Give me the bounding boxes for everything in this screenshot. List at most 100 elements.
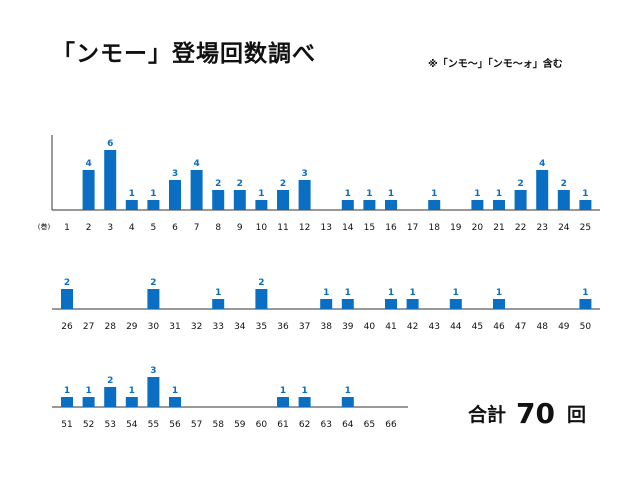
- x-tick-label: 1: [64, 223, 70, 233]
- x-tick-label: 30: [148, 322, 160, 332]
- data-label: 1: [388, 288, 394, 298]
- bar: [277, 397, 289, 407]
- x-tick-label: 38: [320, 322, 332, 332]
- x-tick-label: 53: [104, 420, 115, 430]
- x-tick-label: 9: [237, 223, 243, 233]
- chart-note: ※「ンモ〜」「ンモ〜ォ」含む: [428, 59, 563, 70]
- x-tick-label: 48: [536, 322, 548, 332]
- x-tick-label: 34: [234, 322, 246, 332]
- data-label: 1: [366, 189, 372, 199]
- x-tick-label: 26: [61, 322, 73, 332]
- x-tick-label: 42: [407, 322, 418, 332]
- data-label: 1: [64, 386, 70, 396]
- x-tick-label: 54: [126, 420, 138, 430]
- data-label: 4: [85, 159, 91, 169]
- x-tick-label: 7: [194, 223, 200, 233]
- total-label: 合計: [468, 404, 507, 426]
- bar: [514, 190, 527, 210]
- x-tick-label: 51: [61, 420, 72, 430]
- x-tick-label: 36: [277, 322, 289, 332]
- bar: [385, 200, 397, 210]
- bar: [493, 200, 505, 210]
- x-tick-label: 29: [126, 322, 138, 332]
- x-tick-label: 24: [558, 223, 570, 233]
- bar: [557, 190, 570, 210]
- data-label: 1: [496, 288, 502, 298]
- bar: [341, 299, 354, 309]
- x-tick-label: 47: [515, 322, 526, 332]
- data-label: 1: [582, 189, 588, 199]
- x-tick-label: 5: [151, 223, 157, 233]
- bar: [406, 299, 419, 309]
- data-label: 1: [172, 386, 178, 396]
- bar: [212, 299, 225, 309]
- x-tick-label: 60: [256, 420, 268, 430]
- x-tick-label: 12: [299, 223, 310, 233]
- x-tick-label: 33: [212, 322, 223, 332]
- x-tick-label: 6: [172, 223, 178, 233]
- total-value: 70: [516, 397, 555, 430]
- bar: [104, 387, 117, 407]
- x-tick-label: 45: [472, 322, 483, 332]
- x-tick-label: 21: [493, 223, 504, 233]
- data-label: 1: [474, 189, 480, 199]
- x-tick-label: 3: [107, 223, 113, 233]
- x-tick-label: 2: [86, 223, 92, 233]
- data-label: 1: [85, 386, 91, 396]
- data-label: 1: [582, 288, 588, 298]
- bar: [320, 299, 333, 309]
- x-tick-label: 13: [320, 223, 331, 233]
- data-label: 2: [517, 179, 523, 189]
- x-tick-label: 61: [277, 420, 288, 430]
- bar: [147, 200, 160, 210]
- x-axis-unit-label: (巻): [38, 222, 51, 231]
- bar: [82, 397, 95, 407]
- x-tick-label: 19: [450, 223, 462, 233]
- x-tick-label: 8: [215, 223, 221, 233]
- x-tick-label: 50: [580, 322, 592, 332]
- x-tick-label: 62: [299, 420, 310, 430]
- bar: [125, 200, 138, 210]
- bar: [298, 180, 311, 210]
- bar: [82, 170, 95, 210]
- data-label: 1: [129, 386, 135, 396]
- bar: [579, 200, 592, 210]
- data-label: 3: [150, 366, 156, 376]
- bar: [428, 200, 441, 210]
- x-tick-label: 37: [299, 322, 310, 332]
- data-label: 2: [561, 179, 567, 189]
- data-label: 1: [496, 189, 502, 199]
- x-tick-label: 43: [428, 322, 439, 332]
- data-label: 1: [129, 189, 135, 199]
- x-tick-label: 39: [342, 322, 354, 332]
- bar: [61, 289, 73, 309]
- data-label: 1: [323, 288, 329, 298]
- total-unit: 回: [566, 404, 586, 426]
- data-label: 1: [215, 288, 221, 298]
- bar: [277, 190, 289, 210]
- bar: [449, 299, 462, 309]
- x-tick-label: 40: [364, 322, 376, 332]
- x-tick-label: 11: [277, 223, 288, 233]
- x-tick-label: 32: [191, 322, 202, 332]
- bar: [125, 397, 138, 407]
- data-label: 3: [172, 169, 178, 179]
- bar: [212, 190, 225, 210]
- x-tick-label: 25: [580, 223, 591, 233]
- data-label: 1: [409, 288, 415, 298]
- x-tick-label: 31: [169, 322, 180, 332]
- x-tick-label: 22: [515, 223, 526, 233]
- bar: [579, 299, 592, 309]
- data-label: 1: [345, 288, 351, 298]
- x-tick-label: 49: [558, 322, 570, 332]
- x-tick-label: 57: [191, 420, 202, 430]
- data-label: 2: [107, 376, 113, 386]
- x-tick-label: 41: [385, 322, 396, 332]
- x-tick-label: 17: [407, 223, 418, 233]
- bar: [147, 377, 160, 407]
- bar: [169, 180, 181, 210]
- bar: [493, 299, 505, 309]
- data-label: 4: [193, 159, 199, 169]
- x-tick-label: 20: [472, 223, 484, 233]
